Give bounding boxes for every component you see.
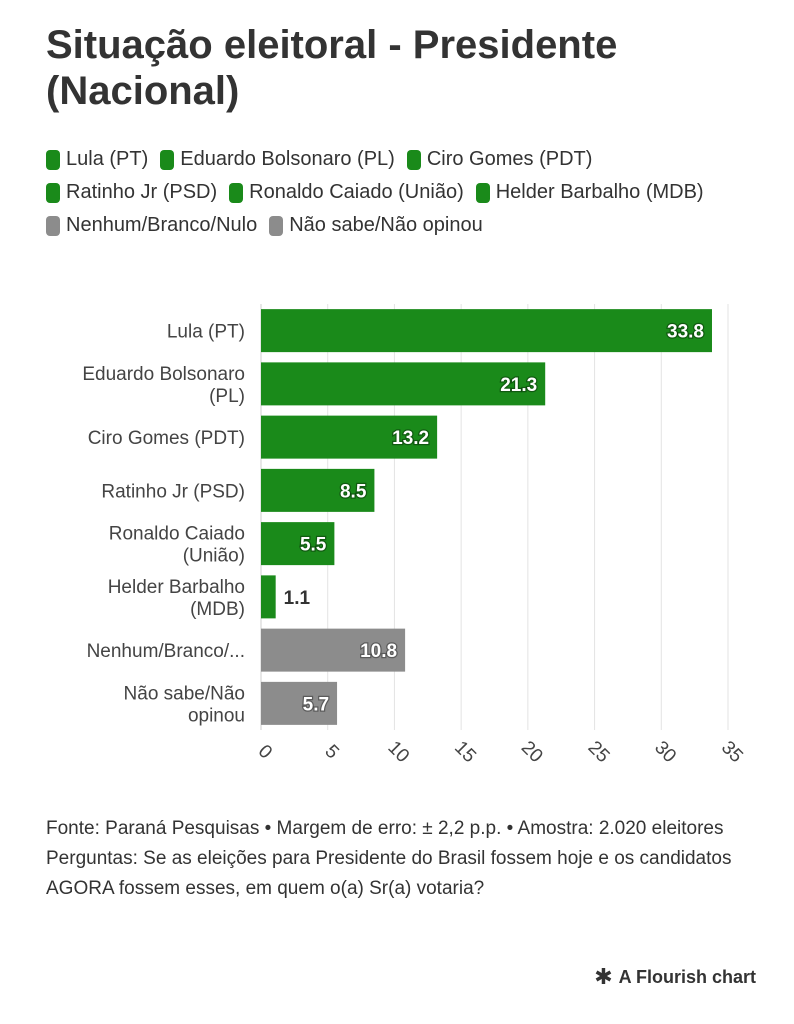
legend-label: Nenhum/Branco/Nulo [66,214,258,236]
bar [261,522,335,566]
chart-legend: Lula (PT) Eduardo Bolsonaro (PL) Ciro Gome… [46,144,766,241]
value-label: 5.5 [300,535,327,556]
x-tick-label: 30 [650,737,680,767]
legend-swatch [160,149,175,170]
legend-swatch [46,182,60,203]
category-label-line: Ronaldo Caiado [109,524,245,545]
asterisk-icon: ✱ [594,964,613,989]
legend-swatch [46,215,60,236]
x-tick-label: 25 [584,737,614,767]
legend-label: Não sabe/Não opinou [289,214,483,236]
legend-item[interactable]: Helder Barbalho (MDB) [475,177,704,208]
category-label-line: (MDB) [190,599,245,620]
legend-swatch [269,215,284,236]
legend-item[interactable]: Eduardo Bolsonaro (PL) [160,144,395,175]
category-label: Lula (PT) [167,322,245,343]
legend-swatch [475,182,490,203]
x-tick-label: 10 [383,737,413,767]
legend-swatch [406,149,421,170]
value-label: 33.8 [667,322,704,343]
category-label: Ciro Gomes (PDT) [88,428,245,449]
source-note: Fonte: Paraná Pesquisas • Margem de erro… [46,818,724,839]
chart-footer: Fonte: Paraná Pesquisas • Margem de erro… [46,814,746,904]
category-label-line: Helder Barbalho [108,577,245,598]
category-label: Ratinho Jr (PSD) [101,481,245,502]
x-tick-label: 15 [450,737,480,767]
bar [261,362,546,406]
question-note: Perguntas: Se as eleições para President… [46,848,732,899]
flourish-credit-label: A Flourish chart [618,966,756,987]
category-label: Não sabe/Não opinou [124,683,245,726]
category-label-line: opinou [188,705,245,726]
value-label: 21.3 [500,375,537,396]
bar [261,681,338,725]
category-label: Ronaldo Caiado (União) [109,524,245,567]
category-label: Helder Barbalho (MDB) [108,577,245,620]
legend-label: Ronaldo Caiado (União) [249,181,464,203]
legend-item[interactable]: Nenhum/Branco/Nulo [46,210,257,241]
legend-item[interactable]: Ciro Gomes (PDT) [406,144,593,175]
category-label-line: Eduardo Bolsonaro [82,364,245,385]
legend-label: Ciro Gomes (PDT) [426,148,593,170]
category-label: Nenhum/Branco/... [87,641,245,662]
category-label-line: (União) [183,546,245,567]
legend-label: Lula (PT) [66,148,149,170]
bar [261,628,406,672]
value-label: 13.2 [392,428,429,449]
bar-chart: Lula (PT) 33.8 Eduardo Bolsonaro (PL) 21.3 Ci… [82,304,747,767]
flourish-credit[interactable]: ✱ A Flourish chart [594,966,756,988]
legend-label: Eduardo Bolsonaro (PL) [180,148,395,170]
value-label: 1.1 [284,588,311,609]
legend-item[interactable]: Ratinho Jr (PSD) [46,177,217,208]
legend-swatch [46,149,60,170]
legend-swatch [229,182,244,203]
bar [261,468,375,512]
category-label: Eduardo Bolsonaro (PL) [82,364,245,407]
x-tick-label: 0 [254,741,276,763]
x-tick-label: 35 [717,737,747,767]
category-label-line: (PL) [209,386,245,407]
legend-item[interactable]: Não sabe/Não opinou [269,210,483,241]
bar [261,309,712,353]
category-label-line: Lula (PT) [167,322,245,343]
legend-item[interactable]: Ronaldo Caiado (União) [229,177,464,208]
x-tick-label: 20 [517,737,547,767]
bar [261,415,438,459]
category-label-line: Ratinho Jr (PSD) [101,481,245,502]
value-label: 5.7 [303,694,329,715]
value-label: 10.8 [360,641,397,662]
legend-item[interactable]: Lula (PT) [46,144,148,175]
bar [261,575,276,619]
legend-label: Ratinho Jr (PSD) [66,181,218,203]
category-label-line: Não sabe/Não [124,683,245,704]
category-label-line: Ciro Gomes (PDT) [88,428,245,449]
value-label: 8.5 [340,481,367,502]
x-tick-label: 5 [320,741,342,763]
chart-title: Situação eleitoral - Presidente (Naciona… [46,23,618,113]
legend-label: Helder Barbalho (MDB) [495,181,704,203]
category-label-line: Nenhum/Branco/... [87,641,245,662]
